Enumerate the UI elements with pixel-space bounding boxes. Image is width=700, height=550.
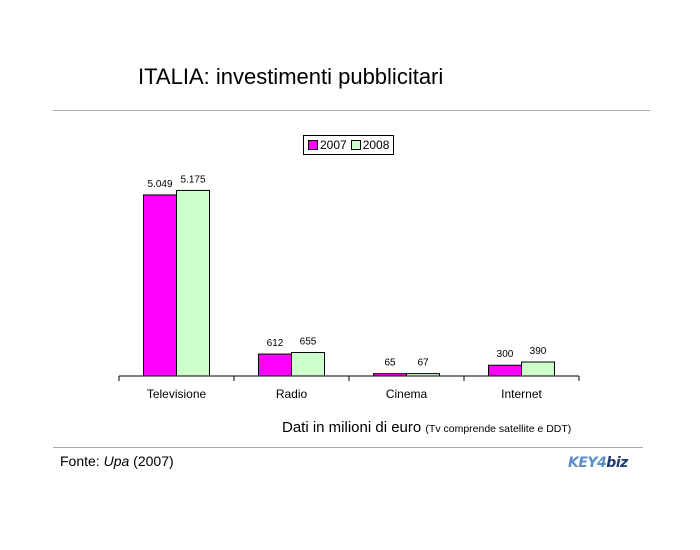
source-credit: Fonte: Upa (2007)	[60, 453, 174, 469]
x-tick-label-internet: Internet	[501, 387, 542, 401]
data-label-internet-2008: 390	[530, 346, 547, 357]
chart-note: Dati in milioni di euro (Tv comprende sa…	[282, 419, 571, 436]
data-label-radio-2008: 655	[300, 337, 317, 348]
key4biz-logo: KEY4biz	[568, 455, 628, 471]
data-label-internet-2007: 300	[497, 349, 514, 360]
legend-swatch-2007	[308, 140, 318, 150]
legend-swatch-2008	[350, 140, 361, 150]
chart-note-main: Dati in milioni di euro	[282, 419, 422, 436]
data-label-cinema-2008: 67	[417, 358, 429, 369]
data-label-radio-2007: 612	[267, 338, 284, 349]
x-tick-label-radio: Radio	[276, 387, 308, 401]
logo-biz: biz	[606, 455, 628, 471]
logo-key4: KEY4	[568, 455, 607, 471]
bar-radio-2007	[258, 353, 292, 377]
legend-label-2007: 2007	[320, 138, 347, 152]
source-year: (2007)	[133, 453, 174, 469]
source-prefix: Fonte:	[60, 453, 100, 469]
bar-radio-2008	[291, 352, 325, 377]
bottom-divider	[53, 447, 643, 448]
x-tick-label-televisione: Televisione	[147, 387, 207, 401]
bar-internet-2008	[521, 361, 555, 377]
page-title: ITALIA: investimenti pubblicitari	[138, 64, 444, 89]
legend-label-2008: 2008	[362, 138, 390, 152]
data-label-televisione-2008: 5.175	[180, 174, 205, 185]
bar-internet-2007	[488, 364, 522, 377]
data-label-televisione-2007: 5.049	[147, 179, 172, 190]
top-divider	[53, 110, 650, 111]
bar-televisione-2008	[176, 189, 210, 377]
data-label-cinema-2007: 65	[384, 358, 396, 369]
chart-legend: 2007 2008	[303, 135, 395, 155]
chart-note-small: (Tv comprende satellite e DDT)	[425, 423, 572, 435]
source-name: Upa	[103, 453, 130, 469]
legend-item-2008: 2008	[350, 138, 390, 152]
bar-televisione-2007	[143, 194, 177, 377]
x-tick-label-cinema: Cinema	[386, 387, 428, 401]
legend-item-2007: 2007	[308, 138, 347, 152]
